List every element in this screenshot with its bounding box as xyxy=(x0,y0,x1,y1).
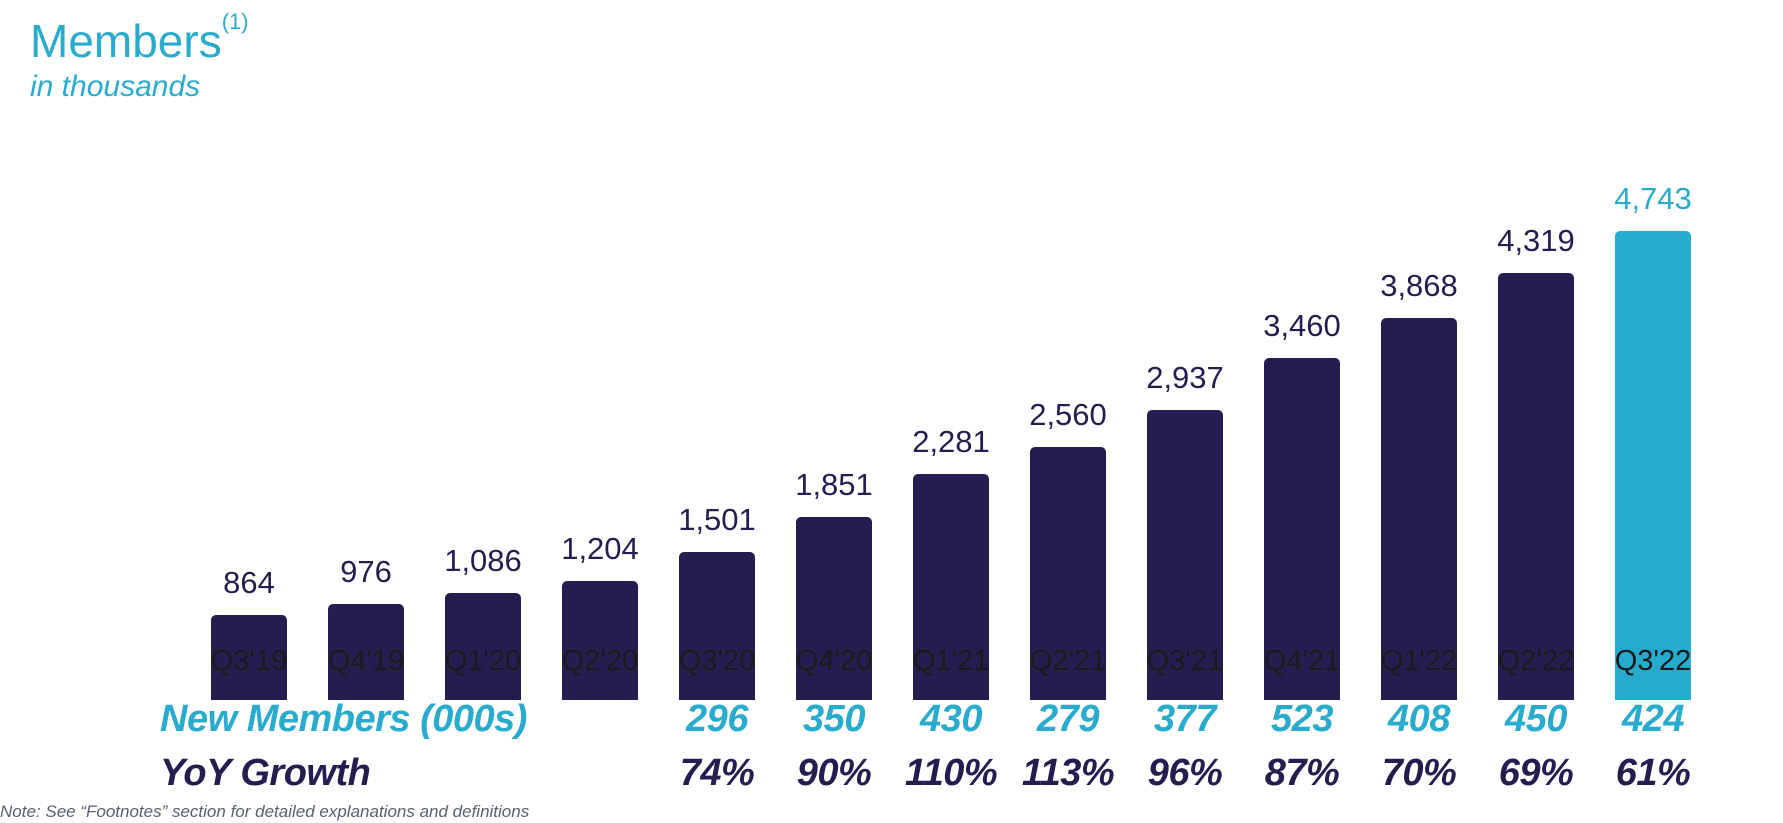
bar-group: 1,851 xyxy=(795,63,873,700)
x-axis-label: Q3'20 xyxy=(678,645,756,677)
new-members-value: 408 xyxy=(1388,698,1450,740)
bar-group: 1,086 xyxy=(444,63,522,700)
new-members-value: 424 xyxy=(1622,698,1684,740)
x-axis-label: Q4'20 xyxy=(795,645,873,677)
yoy-growth-value: 74% xyxy=(679,752,755,794)
bar-value-label: 2,937 xyxy=(1146,359,1224,395)
new-members-value: 523 xyxy=(1271,698,1333,740)
bar-group: 4,319 xyxy=(1497,63,1575,700)
bar-value-label: 1,086 xyxy=(444,542,522,578)
yoy-growth-value: 110% xyxy=(904,752,998,794)
footnote-marker: (1) xyxy=(221,8,249,34)
bar[interactable] xyxy=(1147,409,1223,700)
x-axis-label: Q4'21 xyxy=(1263,645,1341,677)
yoy-growth-value: 90% xyxy=(796,752,872,794)
bar-group: 2,937 xyxy=(1146,63,1224,700)
x-axis-label: Q4'19 xyxy=(327,645,405,677)
bar-value-label: 4,319 xyxy=(1497,222,1575,258)
footnote-note: Note: See “Footnotes” section for detail… xyxy=(0,802,530,821)
x-axis-label: Q3'22 xyxy=(1614,645,1692,677)
bar[interactable] xyxy=(211,614,287,700)
row-label-yoy-growth: YoY Growth xyxy=(160,752,371,794)
bar[interactable] xyxy=(1030,446,1106,700)
bar[interactable] xyxy=(679,551,755,700)
bar-value-label: 3,460 xyxy=(1263,307,1341,343)
bar-group: 1,204 xyxy=(561,63,639,700)
bar-value-label: 1,851 xyxy=(795,466,873,502)
x-axis-label: Q2'22 xyxy=(1497,645,1575,677)
new-members-value: 296 xyxy=(686,698,748,740)
bar[interactable] xyxy=(1381,317,1457,700)
page-subtitle: in thousands xyxy=(30,70,201,103)
bar-group: 2,560 xyxy=(1029,63,1107,700)
x-axis-label: Q2'21 xyxy=(1029,645,1107,677)
bar[interactable] xyxy=(1498,272,1574,700)
bar-group: 864 xyxy=(211,63,287,700)
title-block: Members(1) in thousands xyxy=(30,10,249,103)
bar[interactable] xyxy=(562,580,638,700)
x-axis-label: Q1'22 xyxy=(1380,645,1458,677)
x-axis-label: Q1'20 xyxy=(444,645,522,677)
bar-value-label: 4,743 xyxy=(1614,181,1692,216)
x-axis-label: Q2'20 xyxy=(561,645,639,677)
bar-value-label: 3,868 xyxy=(1380,267,1458,303)
x-axis-label: Q1'21 xyxy=(912,645,990,677)
bar-chart-plot-area: 864 Q3'19 976 Q4'19 1,086 Q1'20 1,204 Q2'20 1,50… xyxy=(210,63,1692,700)
bar-value-label: 2,560 xyxy=(1029,396,1107,432)
page-title-text: Members xyxy=(30,15,222,67)
new-members-value: 377 xyxy=(1154,698,1216,740)
row-label-new-members: New Members (000s) xyxy=(160,698,527,740)
yoy-growth-value: 113% xyxy=(1021,752,1115,794)
page-title: Members(1) xyxy=(30,10,249,67)
x-axis-label: Q3'21 xyxy=(1146,645,1224,677)
yoy-growth-value: 96% xyxy=(1147,752,1223,794)
yoy-growth-value: 87% xyxy=(1264,752,1340,794)
yoy-growth-value: 69% xyxy=(1498,752,1574,794)
bar-group: 3,460 xyxy=(1263,63,1341,700)
bar[interactable] xyxy=(1264,357,1340,700)
bar-group: 976 xyxy=(328,63,404,700)
new-members-value: 279 xyxy=(1037,698,1099,740)
bar[interactable] xyxy=(796,516,872,700)
bar-group: 1,501 xyxy=(678,63,756,700)
new-members-value: 350 xyxy=(803,698,865,740)
bar-value-label: 1,501 xyxy=(678,501,756,537)
bar-group: 4,743 xyxy=(1614,63,1692,700)
bar-value-label: 976 xyxy=(340,553,392,589)
bar-group: 3,868 xyxy=(1380,63,1458,700)
yoy-growth-value: 61% xyxy=(1615,752,1691,794)
bar[interactable] xyxy=(1615,231,1691,700)
bar[interactable] xyxy=(445,592,521,700)
new-members-value: 430 xyxy=(920,698,982,740)
bar[interactable] xyxy=(913,474,989,700)
bar-value-label: 1,204 xyxy=(561,530,639,566)
new-members-value: 450 xyxy=(1505,698,1567,740)
bar-value-label: 864 xyxy=(223,564,275,600)
bar[interactable] xyxy=(328,603,404,700)
bar-value-label: 2,281 xyxy=(912,424,990,460)
data-rows: New Members (000s) YoY Growth 296 74% 350 9… xyxy=(0,690,1783,800)
x-axis-label: Q3'19 xyxy=(210,645,288,677)
bar-group: 2,281 xyxy=(912,63,990,700)
yoy-growth-value: 70% xyxy=(1381,752,1457,794)
